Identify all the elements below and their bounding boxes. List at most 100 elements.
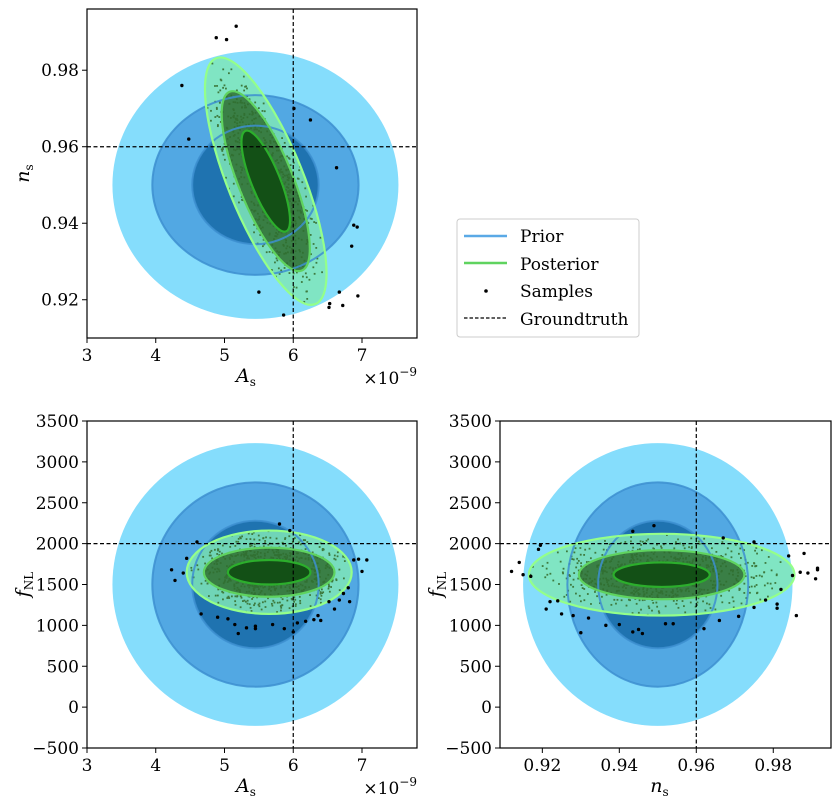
sample-point	[253, 602, 256, 605]
sample-point	[319, 591, 322, 593]
sample-point	[291, 598, 294, 601]
sample-point	[261, 110, 264, 112]
sample-point	[327, 583, 330, 586]
sample-point	[184, 556, 189, 561]
sample-point	[298, 169, 301, 172]
y-tick-label: 0.98	[41, 61, 79, 81]
sample-point	[681, 600, 684, 602]
sample-point	[254, 101, 257, 104]
y-tick-label: 1500	[36, 576, 79, 596]
sample-point	[562, 572, 564, 575]
sample-point	[219, 89, 222, 92]
sample-point	[580, 565, 583, 568]
sample-point	[190, 566, 193, 569]
sample-point	[180, 83, 184, 88]
legend-prior-label: Prior	[520, 227, 564, 247]
sample-point	[641, 540, 644, 543]
y-tick-label: 2500	[449, 494, 492, 514]
sample-point	[225, 176, 227, 179]
sample-point	[239, 537, 242, 540]
sample-point	[221, 150, 224, 152]
sample-point	[652, 601, 655, 604]
outlier-samples	[509, 523, 820, 636]
sample-point	[216, 85, 218, 87]
sample-point	[232, 182, 235, 185]
sample-point	[721, 536, 725, 540]
sample-point	[753, 562, 756, 565]
sample-point	[578, 594, 581, 597]
sample-point	[790, 573, 795, 578]
sample-point	[306, 297, 309, 300]
y-tick-label: 3500	[449, 412, 492, 432]
sample-point	[770, 569, 773, 572]
sample-point	[579, 631, 583, 635]
y-tick-label: 0.92	[41, 291, 79, 311]
sample-point	[304, 548, 307, 550]
sample-point	[321, 271, 323, 274]
sample-point	[243, 89, 246, 92]
x-tick-label: 4	[150, 346, 161, 366]
sample-point	[275, 537, 278, 540]
sample-point	[658, 611, 661, 614]
sample-point	[755, 575, 758, 577]
sample-point	[745, 597, 748, 599]
sample-point	[223, 158, 226, 161]
sample-point	[736, 614, 741, 619]
sample-point	[647, 538, 650, 541]
sample-point	[706, 602, 708, 605]
sample-point	[327, 599, 331, 604]
sample-point	[767, 556, 770, 558]
sample-point	[521, 572, 525, 577]
sample-point	[754, 549, 756, 552]
sample-point	[260, 608, 263, 611]
sample-point	[206, 582, 209, 585]
legend-posterior-label: Posterior	[520, 255, 599, 275]
sample-point	[631, 612, 634, 615]
sample-point	[305, 276, 308, 279]
sample-point	[697, 597, 700, 600]
sample-point	[552, 579, 555, 582]
sample-point	[190, 569, 193, 572]
sample-point	[281, 541, 284, 544]
sample-point	[299, 543, 302, 546]
sample-point	[630, 540, 632, 543]
sample-point	[748, 586, 751, 588]
sample-point	[299, 533, 302, 536]
sample-point	[197, 568, 200, 571]
sample-point	[645, 539, 648, 542]
sample-point	[660, 547, 663, 549]
x-offset-label: ×10−9	[363, 365, 417, 389]
sample-point	[584, 548, 587, 551]
sample-point	[740, 602, 743, 605]
sample-point	[318, 546, 321, 548]
sample-point	[249, 606, 252, 609]
sample-point	[813, 577, 818, 581]
sample-point	[356, 294, 360, 298]
sample-point	[307, 222, 310, 224]
legend-groundtruth-label: Groundtruth	[520, 310, 628, 330]
sample-point	[684, 611, 687, 614]
sample-point	[341, 303, 345, 308]
sample-point	[349, 244, 354, 248]
sample-point	[660, 545, 662, 548]
sample-point	[334, 558, 337, 561]
sample-point	[577, 559, 580, 562]
sample-point	[253, 538, 256, 541]
sample-point	[227, 595, 230, 598]
posterior-line-inner	[226, 558, 312, 586]
plot-area	[87, 421, 417, 748]
sample-point	[338, 589, 341, 592]
sample-point	[238, 201, 240, 204]
sample-point	[531, 565, 534, 568]
sample-point	[739, 547, 742, 550]
sample-point	[702, 626, 706, 631]
posterior-line-mid	[220, 90, 311, 273]
sample-point	[221, 590, 224, 593]
sample-point	[309, 234, 312, 236]
sample-point	[627, 598, 630, 601]
sample-point	[683, 605, 685, 608]
sample-point	[285, 544, 287, 547]
sample-point	[234, 544, 237, 547]
sample-point	[222, 68, 225, 71]
sample-point	[544, 607, 548, 611]
